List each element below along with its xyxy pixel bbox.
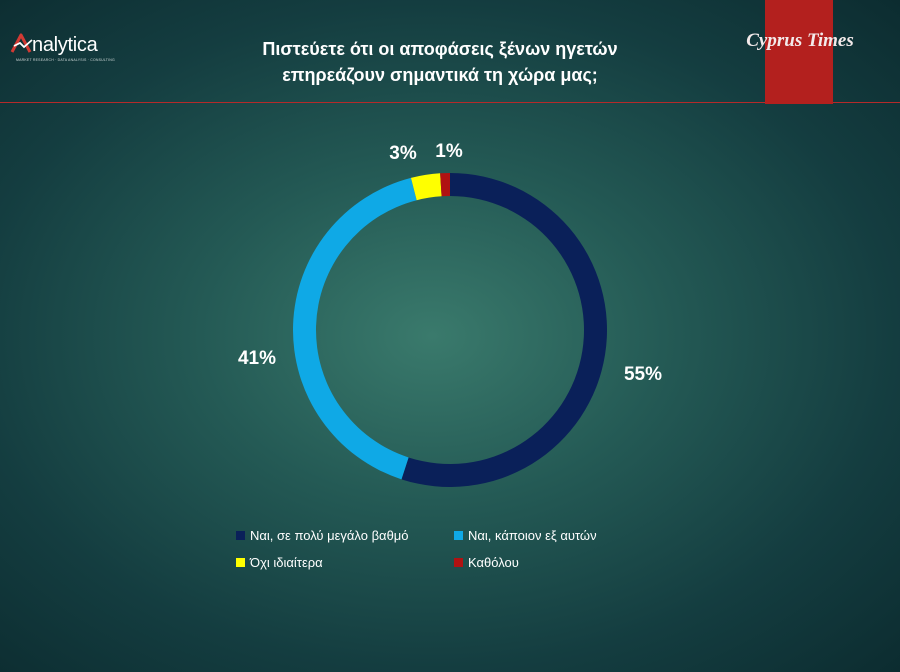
legend-item-3: Όχι ιδιαίτερα [236,555,323,570]
legend-label-1: Ναι, σε πολύ μεγάλο βαθμό [250,528,409,543]
chart-title-line-1: Πιστεύετε ότι οι αποφάσεις ξένων ηγετών [262,39,618,59]
chart-title: Πιστεύετε ότι οι αποφάσεις ξένων ηγετών … [220,36,660,88]
donut-slice-4 [440,173,450,197]
chart-title-line-2: επηρεάζουν σημαντικά τη χώρα μας; [282,65,598,85]
data-label-4: 1% [435,141,463,162]
legend-item-2: Ναι, κάποιον εξ αυτών [454,528,597,543]
analytica-logo-icon [10,33,33,53]
donut-slice-2 [292,177,417,480]
logo-tagline: MARKET RESEARCH · DATA ANALYSIS · CONSUL… [16,58,115,62]
donut-slice-3 [410,173,442,201]
data-label-2: 41% [238,348,276,369]
legend-swatch-4 [454,558,463,567]
data-label-1: 55% [624,364,662,385]
legend-swatch-2 [454,531,463,540]
newspaper-ribbon [765,0,833,104]
header-divider [0,102,900,103]
donut-slice-1 [401,173,607,487]
legend-item-4: Καθόλου [454,555,519,570]
legend-label-2: Ναι, κάποιον εξ αυτών [468,528,597,543]
legend-swatch-1 [236,531,245,540]
data-label-3: 3% [389,143,417,164]
legend-item-1: Ναι, σε πολύ μεγάλο βαθμό [236,528,409,543]
logo-text: nalytica [32,34,98,56]
legend-label-3: Όχι ιδιαίτερα [250,555,323,570]
legend-label-4: Καθόλου [468,555,519,570]
analytica-logo: nalytica MARKET RESEARCH · DATA ANALYSIS… [10,30,120,70]
newspaper-logo: Cyprus Times [746,30,854,51]
chart-legend: Ναι, σε πολύ μεγάλο βαθμό Ναι, κάποιον εξ… [236,528,676,578]
legend-swatch-3 [236,558,245,567]
